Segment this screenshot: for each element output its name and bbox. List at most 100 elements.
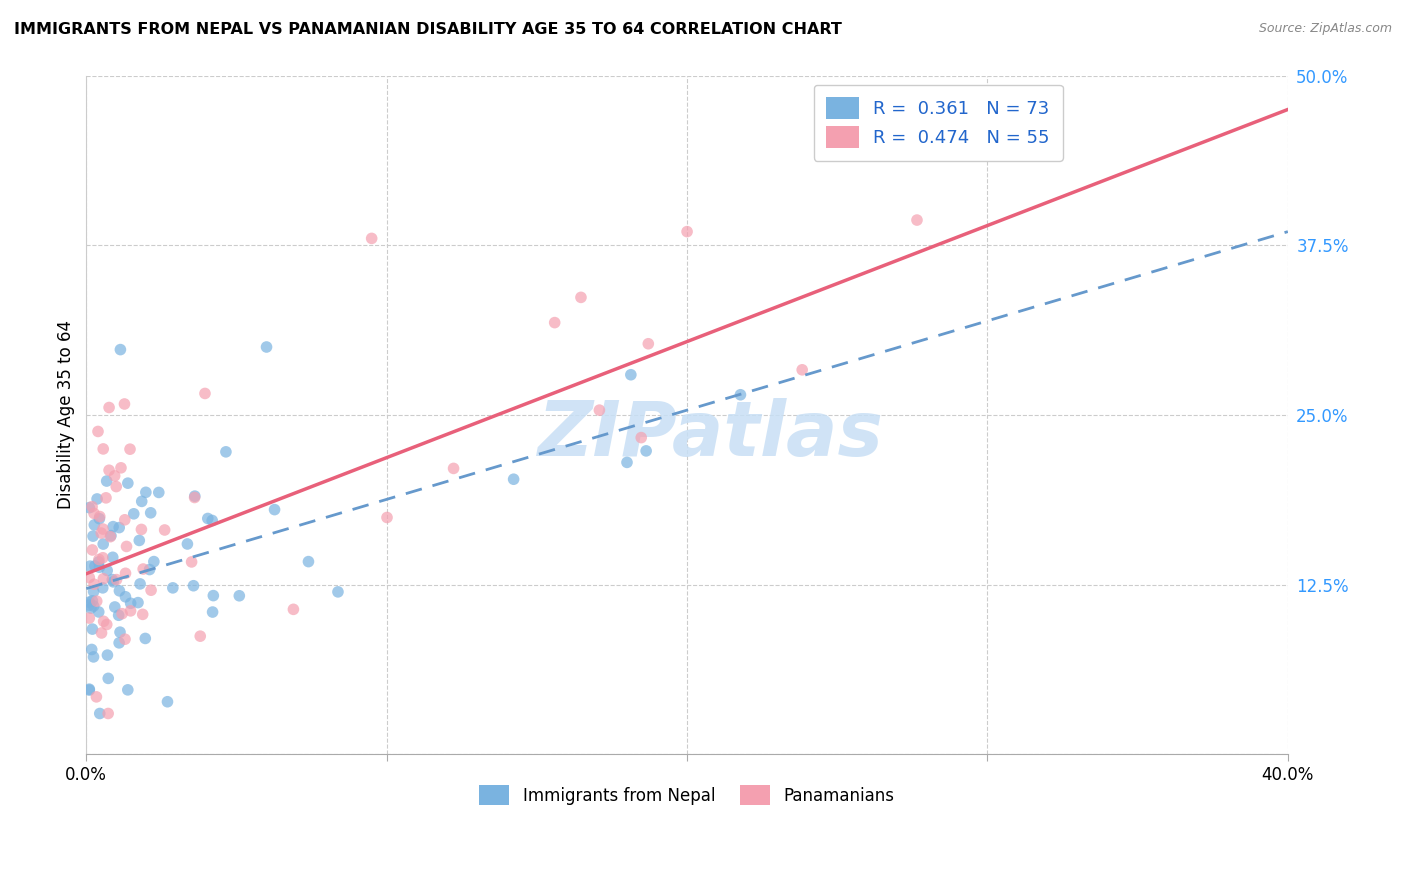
Point <box>297 555 319 569</box>
Point <box>792 363 814 377</box>
Point <box>94 491 117 505</box>
Point <box>79 570 101 584</box>
Point <box>87 605 110 619</box>
Point <box>156 695 179 709</box>
Point <box>98 401 121 415</box>
Point <box>91 550 114 565</box>
Y-axis label: Disability Age 35 to 64: Disability Age 35 to 64 <box>58 320 75 509</box>
Point <box>135 485 157 500</box>
Point <box>89 560 111 574</box>
Point <box>104 599 127 614</box>
Point <box>83 584 105 599</box>
Point <box>96 564 118 578</box>
Point <box>79 611 101 625</box>
Point <box>153 523 176 537</box>
Point <box>83 577 105 591</box>
Point <box>105 479 128 493</box>
Point <box>101 550 124 565</box>
Point <box>79 595 101 609</box>
Point <box>100 528 122 542</box>
Point <box>91 522 114 536</box>
Point <box>117 476 139 491</box>
Point <box>326 585 349 599</box>
Point <box>630 431 652 445</box>
Point <box>86 594 108 608</box>
Point <box>263 502 285 516</box>
Point <box>93 615 115 629</box>
Point <box>360 231 382 245</box>
Point <box>148 485 170 500</box>
Point <box>87 425 110 439</box>
Point <box>107 608 129 623</box>
Point <box>101 573 124 587</box>
Point <box>82 529 104 543</box>
Point <box>82 594 104 608</box>
Point <box>80 601 103 615</box>
Point <box>86 690 108 704</box>
Point <box>588 403 610 417</box>
Point <box>83 507 105 521</box>
Point <box>111 607 134 621</box>
Point <box>188 629 211 643</box>
Point <box>201 605 224 619</box>
Point <box>127 596 149 610</box>
Point <box>256 340 278 354</box>
Point <box>96 617 118 632</box>
Point <box>118 442 141 457</box>
Point <box>93 572 115 586</box>
Point <box>87 555 110 569</box>
Point <box>104 468 127 483</box>
Point <box>108 520 131 534</box>
Point <box>89 706 111 721</box>
Point <box>183 579 205 593</box>
Point <box>114 513 136 527</box>
Point <box>183 491 205 505</box>
Point <box>103 574 125 589</box>
Point <box>616 455 638 469</box>
Point <box>138 563 160 577</box>
Point <box>105 573 128 587</box>
Point <box>620 368 643 382</box>
Point <box>162 581 184 595</box>
Point <box>142 555 165 569</box>
Point <box>131 607 153 622</box>
Point <box>114 590 136 604</box>
Point <box>80 642 103 657</box>
Point <box>202 589 225 603</box>
Point <box>283 602 305 616</box>
Point <box>114 632 136 647</box>
Point <box>101 519 124 533</box>
Point <box>176 537 198 551</box>
Point <box>228 589 250 603</box>
Point <box>197 511 219 525</box>
Point <box>544 316 567 330</box>
Point <box>91 442 114 456</box>
Point <box>90 526 112 541</box>
Point <box>90 626 112 640</box>
Point <box>180 555 202 569</box>
Point <box>569 290 592 304</box>
Point <box>132 562 155 576</box>
Point <box>215 445 238 459</box>
Point <box>134 632 156 646</box>
Point <box>637 336 659 351</box>
Point <box>128 533 150 548</box>
Point <box>108 636 131 650</box>
Point <box>114 566 136 581</box>
Point <box>89 509 111 524</box>
Point <box>443 461 465 475</box>
Point <box>97 706 120 721</box>
Text: Source: ZipAtlas.com: Source: ZipAtlas.com <box>1258 22 1392 36</box>
Point <box>139 506 162 520</box>
Point <box>79 559 101 574</box>
Point <box>110 343 132 357</box>
Point <box>96 648 118 662</box>
Point <box>108 625 131 640</box>
Point <box>129 577 152 591</box>
Point <box>79 598 101 612</box>
Point <box>83 517 105 532</box>
Point <box>114 397 136 411</box>
Point <box>80 500 103 514</box>
Point <box>131 523 153 537</box>
Point <box>91 537 114 551</box>
